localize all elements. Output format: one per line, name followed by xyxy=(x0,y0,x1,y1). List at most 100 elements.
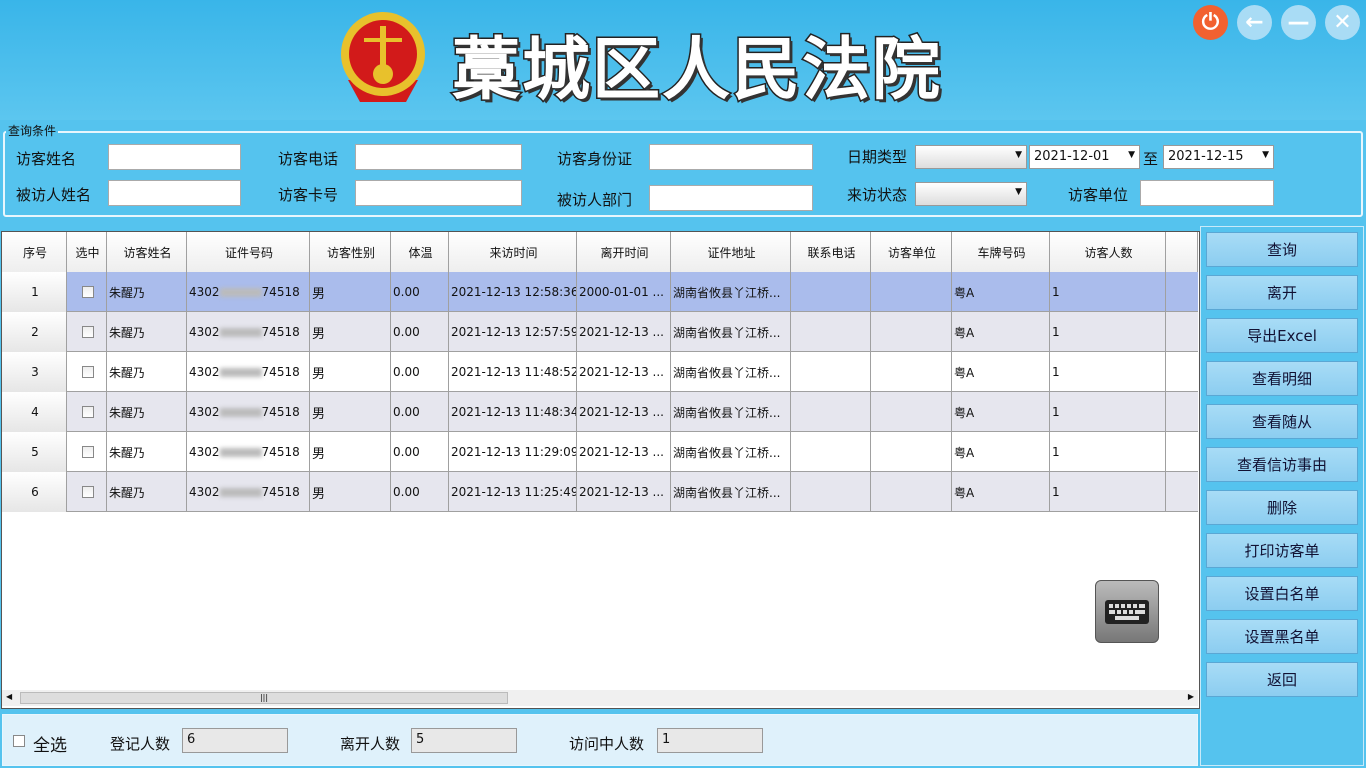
column-header[interactable]: 访客性别 xyxy=(310,232,391,272)
name-cell: 朱醒乃 xyxy=(107,392,187,432)
count-cell: 1 xyxy=(1050,432,1166,472)
id-number-cell: 4302 74518 xyxy=(187,352,310,392)
date-to-picker[interactable]: 2021-12-15 ▼ xyxy=(1163,145,1274,169)
visitor-phone-input[interactable] xyxy=(355,144,522,170)
addr-cell: 湖南省攸县丫江桥... xyxy=(671,392,791,432)
visitor-name-input[interactable] xyxy=(108,144,241,170)
close-icon: ✕ xyxy=(1333,10,1352,35)
id-number-cell: 4302 74518 xyxy=(187,472,310,512)
addr-cell: 湖南省攸县丫江桥... xyxy=(671,312,791,352)
action-button-3[interactable]: 查看明细 xyxy=(1206,361,1358,396)
scrollbar-thumb[interactable]: ||| xyxy=(20,692,508,704)
unit-cell xyxy=(871,472,952,512)
phone-cell xyxy=(791,392,871,432)
back-button[interactable]: ← xyxy=(1237,5,1272,40)
column-header[interactable]: 离开时间 xyxy=(577,232,671,272)
host-dept-input[interactable] xyxy=(649,185,813,211)
action-button-7[interactable]: 打印访客单 xyxy=(1206,533,1358,568)
column-header[interactable]: 访客人数 xyxy=(1050,232,1166,272)
horizontal-scrollbar[interactable]: ◀ ||| ▶ xyxy=(2,690,1198,706)
column-header[interactable]: 联系电话 xyxy=(791,232,871,272)
action-button-10[interactable]: 返回 xyxy=(1206,662,1358,697)
card-no-input[interactable] xyxy=(355,180,522,206)
table-header: 序号 选中 访客姓名 证件号码 访客性别 体温 来访时间 离开时间 证件地址 联系电话 访客单位 车牌… xyxy=(2,232,1198,272)
status-label: 来访状态 xyxy=(847,186,908,204)
unit-cell xyxy=(871,272,952,312)
column-header[interactable]: 序号 xyxy=(2,232,67,272)
in-cell: 2021-12-13 12:58:36 xyxy=(449,272,577,312)
column-header[interactable]: 体温 xyxy=(391,232,449,272)
row-checkbox[interactable] xyxy=(81,406,94,418)
row-select-cell[interactable] xyxy=(67,432,107,472)
column-header[interactable] xyxy=(1166,232,1198,272)
out-cell: 2000-01-01 ... xyxy=(577,272,671,312)
visitor-unit-label: 访客单位 xyxy=(1068,186,1129,204)
visitor-table: 序号 选中 访客姓名 证件号码 访客性别 体温 来访时间 离开时间 证件地址 联系电话 访客单位 车牌… xyxy=(1,231,1200,709)
close-button[interactable]: ✕ xyxy=(1325,5,1360,40)
row-checkbox[interactable] xyxy=(81,446,94,458)
chevron-down-icon: ▼ xyxy=(1128,150,1135,160)
visitor-id-input[interactable] xyxy=(649,144,813,170)
count-cell: 1 xyxy=(1050,392,1166,432)
row-number[interactable]: 5 xyxy=(2,432,67,472)
table-row[interactable]: 5 朱醒乃 4302 74518 男 0.00 2021-12-13 11:29:09 202… xyxy=(2,432,1198,472)
out-cell: 2021-12-13 ... xyxy=(577,472,671,512)
host-name-label: 被访人姓名 xyxy=(16,186,92,204)
row-select-cell[interactable] xyxy=(67,312,107,352)
row-number[interactable]: 1 xyxy=(2,272,67,312)
scroll-right-icon[interactable]: ▶ xyxy=(1187,692,1194,701)
date-type-label: 日期类型 xyxy=(847,148,908,166)
column-header[interactable]: 证件地址 xyxy=(671,232,791,272)
phone-cell xyxy=(791,352,871,392)
date-from-picker[interactable]: 2021-12-01 ▼ xyxy=(1029,145,1140,169)
table-row[interactable]: 2 朱醒乃 4302 74518 男 0.00 2021-12-13 12:57:59 202… xyxy=(2,312,1198,352)
row-number[interactable]: 2 xyxy=(2,312,67,352)
plate-cell: 粤A xyxy=(952,392,1050,432)
action-button-0[interactable]: 查询 xyxy=(1206,232,1358,267)
minimize-button[interactable]: — xyxy=(1281,5,1316,40)
column-header[interactable]: 选中 xyxy=(67,232,107,272)
column-header[interactable]: 车牌号码 xyxy=(952,232,1050,272)
status-select[interactable]: ▼ xyxy=(915,182,1027,206)
row-checkbox[interactable] xyxy=(81,486,94,498)
scroll-left-icon[interactable]: ◀ xyxy=(6,692,13,701)
phone-cell xyxy=(791,472,871,512)
left-label: 离开人数 xyxy=(340,735,401,753)
table-row[interactable]: 1 朱醒乃 4302 74518 男 0.00 2021-12-13 12:58:36 200… xyxy=(2,272,1198,312)
action-button-6[interactable]: 删除 xyxy=(1206,490,1358,525)
select-all-checkbox[interactable] xyxy=(13,735,25,747)
row-number[interactable]: 4 xyxy=(2,392,67,432)
action-button-5[interactable]: 查看信访事由 xyxy=(1206,447,1358,482)
table-row[interactable]: 4 朱醒乃 4302 74518 男 0.00 2021-12-13 11:48:34 202… xyxy=(2,392,1198,432)
action-button-8[interactable]: 设置白名单 xyxy=(1206,576,1358,611)
redacted-blur xyxy=(219,327,262,337)
column-header[interactable]: 访客姓名 xyxy=(107,232,187,272)
row-select-cell[interactable] xyxy=(67,472,107,512)
row-number[interactable]: 3 xyxy=(2,352,67,392)
column-header[interactable]: 证件号码 xyxy=(187,232,310,272)
action-button-2[interactable]: 导出Excel xyxy=(1206,318,1358,353)
row-checkbox[interactable] xyxy=(81,286,94,298)
row-checkbox[interactable] xyxy=(81,366,94,378)
column-header[interactable]: 访客单位 xyxy=(871,232,952,272)
row-select-cell[interactable] xyxy=(67,272,107,312)
date-type-select[interactable]: ▼ xyxy=(915,145,1027,169)
id-number-cell: 4302 74518 xyxy=(187,272,310,312)
row-select-cell[interactable] xyxy=(67,352,107,392)
temp-cell: 0.00 xyxy=(391,352,449,392)
chevron-down-icon: ▼ xyxy=(1262,150,1269,160)
action-button-4[interactable]: 查看随从 xyxy=(1206,404,1358,439)
host-name-input[interactable] xyxy=(108,180,241,206)
keyboard-button[interactable] xyxy=(1095,580,1159,643)
row-number[interactable]: 6 xyxy=(2,472,67,512)
table-row[interactable]: 6 朱醒乃 4302 74518 男 0.00 2021-12-13 11:25:49 202… xyxy=(2,472,1198,512)
action-button-1[interactable]: 离开 xyxy=(1206,275,1358,310)
query-legend: 查询条件 xyxy=(6,122,59,139)
power-button[interactable]: ⏻ xyxy=(1193,5,1228,40)
column-header[interactable]: 来访时间 xyxy=(449,232,577,272)
visitor-unit-input[interactable] xyxy=(1140,180,1274,206)
row-checkbox[interactable] xyxy=(81,326,94,338)
table-row[interactable]: 3 朱醒乃 4302 74518 男 0.00 2021-12-13 11:48:52 202… xyxy=(2,352,1198,392)
row-select-cell[interactable] xyxy=(67,392,107,432)
action-button-9[interactable]: 设置黑名单 xyxy=(1206,619,1358,654)
